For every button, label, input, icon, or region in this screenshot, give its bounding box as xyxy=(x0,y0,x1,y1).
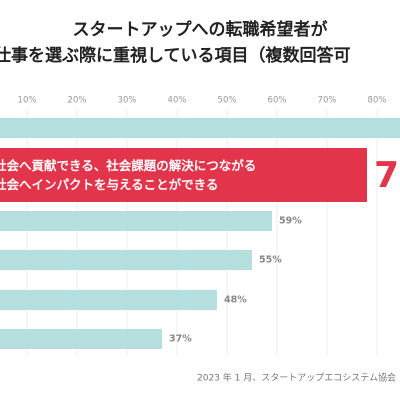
value-label: 48% xyxy=(224,295,247,306)
x-tick-label: 50% xyxy=(218,96,237,106)
bar xyxy=(0,250,252,270)
x-tick-label: 30% xyxy=(118,96,137,106)
value-label: 55% xyxy=(259,255,282,266)
x-tick-label: 60% xyxy=(268,96,287,106)
annotation: 7 xyxy=(374,155,399,196)
bar xyxy=(0,329,162,349)
x-tick-label: 20% xyxy=(68,96,87,106)
bar xyxy=(0,148,367,202)
bar xyxy=(0,118,400,138)
bar xyxy=(0,211,272,231)
category-label: 社会へ貢献できる、社会課題の解決につながる 社会へインパクトを与えることができる xyxy=(0,158,257,192)
x-tick-label: 80% xyxy=(368,96,387,106)
x-tick-label: 70% xyxy=(318,96,337,106)
source: 2023 年 1 月、スタートアップエコシステム協会 xyxy=(197,372,396,384)
x-tick-label: 40% xyxy=(168,96,187,106)
bar xyxy=(0,290,217,310)
x-tick-label: 10% xyxy=(18,96,37,106)
value-label: 59% xyxy=(279,216,302,227)
value-label: 37% xyxy=(169,334,192,345)
chart-title: 仕事を選ぶ際に重視している項目（複数回答可 xyxy=(0,45,351,66)
chart-title: スタートアップへの転職希望者が xyxy=(73,19,328,40)
